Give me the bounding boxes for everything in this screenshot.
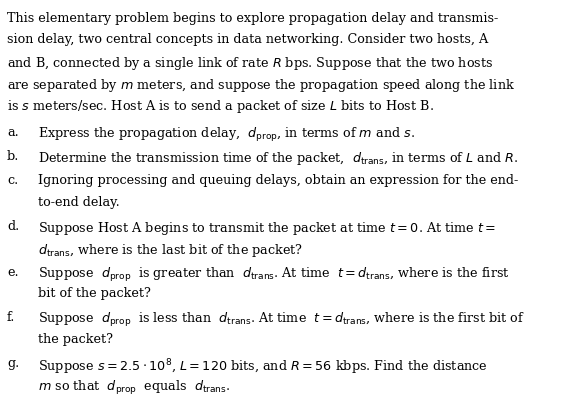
Text: b.: b. bbox=[7, 150, 19, 163]
Text: e.: e. bbox=[7, 266, 19, 279]
Text: Suppose  $d_{\mathrm{prop}}$  is greater than  $d_{\mathrm{trans}}$. At time  $t: Suppose $d_{\mathrm{prop}}$ is greater t… bbox=[38, 266, 509, 284]
Text: bit of the packet?: bit of the packet? bbox=[38, 287, 151, 300]
Text: This elementary problem begins to explore propagation delay and transmis-: This elementary problem begins to explor… bbox=[7, 12, 498, 25]
Text: is $s$ meters/sec. Host A is to send a packet of size $L$ bits to Host B.: is $s$ meters/sec. Host A is to send a p… bbox=[7, 98, 434, 115]
Text: c.: c. bbox=[7, 174, 18, 187]
Text: g.: g. bbox=[7, 357, 19, 370]
Text: f.: f. bbox=[7, 312, 15, 324]
Text: Express the propagation delay,  $d_{\mathrm{prop}}$, in terms of $m$ and $s$.: Express the propagation delay, $d_{\math… bbox=[38, 126, 415, 144]
Text: are separated by $m$ meters, and suppose the propagation speed along the link: are separated by $m$ meters, and suppose… bbox=[7, 77, 515, 94]
Text: Ignoring processing and queuing delays, obtain an expression for the end-: Ignoring processing and queuing delays, … bbox=[38, 174, 518, 187]
Text: Suppose $s = 2.5 \cdot 10^8$, $L = 120$ bits, and $R = 56$ kbps. Find the distan: Suppose $s = 2.5 \cdot 10^8$, $L = 120$ … bbox=[38, 357, 488, 377]
Text: $m$ so that  $d_{\mathrm{prop}}$  equals  $d_{\mathrm{trans}}$.: $m$ so that $d_{\mathrm{prop}}$ equals $… bbox=[38, 379, 230, 397]
Text: the packet?: the packet? bbox=[38, 333, 113, 346]
Text: d.: d. bbox=[7, 220, 19, 233]
Text: $d_{\mathrm{trans}}$, where is the last bit of the packet?: $d_{\mathrm{trans}}$, where is the last … bbox=[38, 242, 303, 259]
Text: to-end delay.: to-end delay. bbox=[38, 196, 119, 209]
Text: a.: a. bbox=[7, 126, 19, 139]
Text: Determine the transmission time of the packet,  $d_{\mathrm{trans}}$, in terms o: Determine the transmission time of the p… bbox=[38, 150, 519, 167]
Text: and B, connected by a single link of rate $R$ bps. Suppose that the two hosts: and B, connected by a single link of rat… bbox=[7, 55, 494, 72]
Text: Suppose  $d_{\mathrm{prop}}$  is less than  $d_{\mathrm{trans}}$. At time  $t = : Suppose $d_{\mathrm{prop}}$ is less than… bbox=[38, 312, 525, 329]
Text: Suppose Host A begins to transmit the packet at time $t = 0$. At time $t =$: Suppose Host A begins to transmit the pa… bbox=[38, 220, 496, 237]
Text: sion delay, two central concepts in data networking. Consider two hosts, A: sion delay, two central concepts in data… bbox=[7, 33, 488, 46]
